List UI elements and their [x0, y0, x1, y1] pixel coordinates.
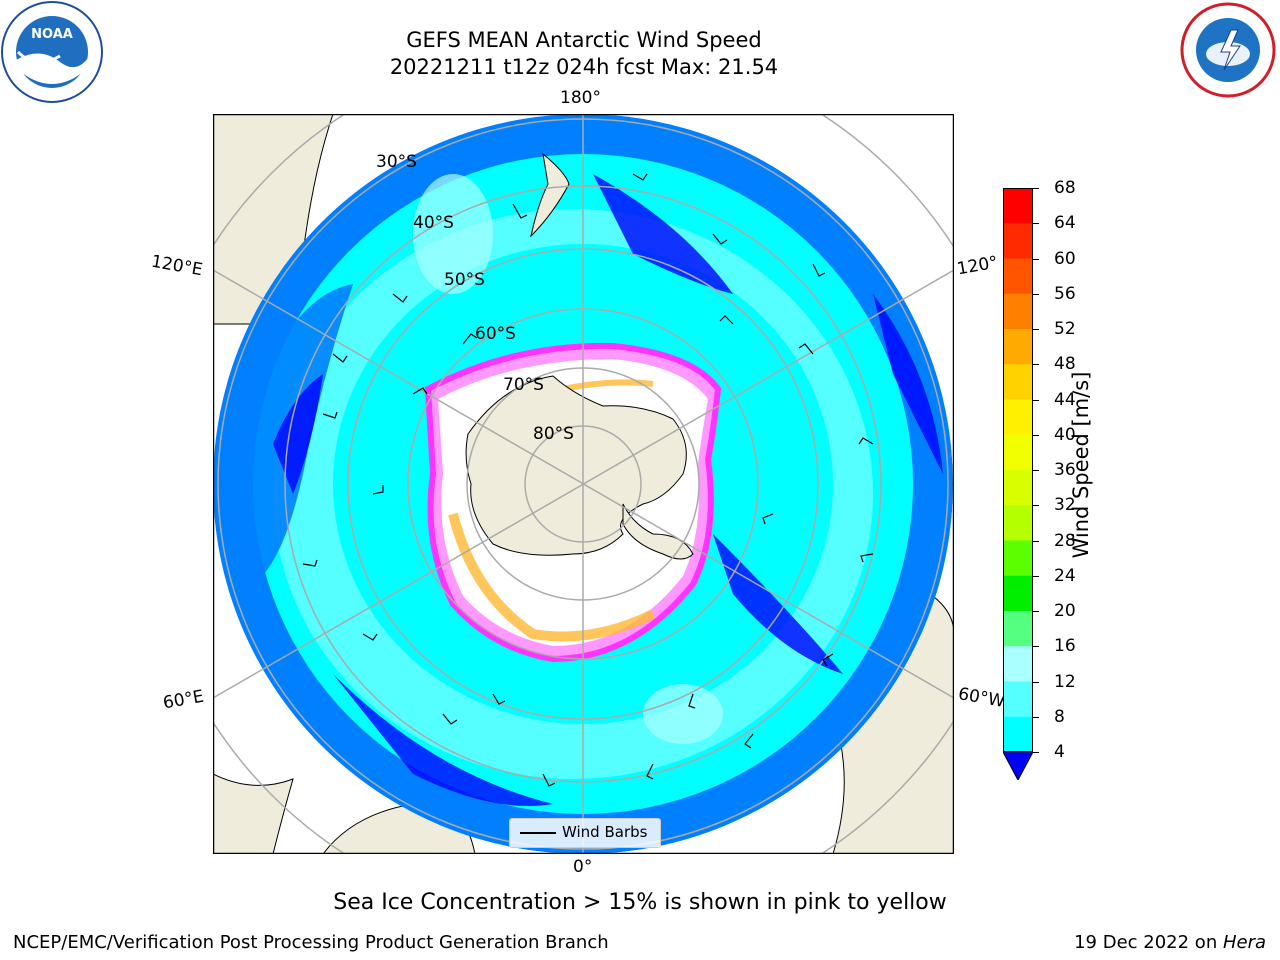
colorbar-tick-label: 32: [1054, 495, 1076, 516]
colorbar-title: Wind Speed [m/s]: [1069, 371, 1093, 559]
lat-label-70s: 70°S: [503, 375, 544, 395]
colorbar-tick-mark: [1033, 293, 1039, 295]
colorbar-tick-mark: [1033, 681, 1039, 683]
footer-date: 19 Dec 2022 on Hera: [1074, 932, 1266, 953]
colorbar-band: [1003, 223, 1033, 259]
noaa-logo: NOAA: [1, 1, 103, 103]
colorbar-tick-label: 44: [1054, 389, 1076, 410]
lat-label-30s: 30°S: [376, 152, 417, 172]
colorbar-band: [1003, 540, 1033, 577]
colorbar-band: [1003, 716, 1033, 752]
colorbar-tick-label: 16: [1054, 636, 1076, 657]
colorbar-tick-mark: [1033, 752, 1039, 753]
wind-barb-legend-label: Wind Barbs: [562, 823, 648, 841]
colorbar-tick-mark: [1033, 611, 1039, 612]
lon-label-60w: 60°W: [956, 684, 1007, 712]
colorbar-tick-label: 48: [1054, 354, 1076, 375]
colorbar-tick-mark: [1033, 364, 1039, 366]
footer-host: Hera: [1222, 932, 1266, 953]
colorbar-tick-mark: [1033, 223, 1039, 225]
colorbar-band: [1003, 470, 1033, 506]
colorbar-tick-label: 24: [1054, 565, 1076, 586]
lat-label-40s: 40°S: [413, 213, 454, 233]
colorbar-band: [1003, 329, 1033, 365]
colorbar-tick-mark: [1033, 470, 1039, 471]
colorbar-tick-mark: [1033, 505, 1039, 507]
colorbar-band: [1003, 258, 1033, 295]
chart-title: GEFS MEAN Antarctic Wind Speed: [406, 28, 762, 52]
footer-date-text: 19 Dec 2022 on: [1074, 932, 1223, 953]
nws-logo: [1180, 2, 1276, 98]
colorbar-tick-mark: [1033, 258, 1039, 260]
colorbar-band: [1003, 611, 1033, 647]
colorbar-band: [1003, 188, 1033, 224]
chart-subtitle: 20221211 t12z 024h fcst Max: 21.54: [389, 55, 779, 79]
footer-producer: NCEP/EMC/Verification Post Processing Pr…: [13, 932, 609, 953]
colorbar-tick-mark: [1033, 434, 1039, 436]
colorbar-tick-label: 8: [1054, 706, 1065, 727]
colorbar-tick-label: 60: [1054, 248, 1076, 269]
svg-text:NOAA: NOAA: [31, 27, 73, 42]
colorbar-band: [1003, 575, 1033, 612]
colorbar-under-arrow: [1002, 751, 1034, 784]
colorbar-tick-label: 12: [1054, 671, 1076, 692]
sea-ice-note: Sea Ice Concentration > 15% is shown in …: [333, 890, 947, 915]
wind-barb-legend-line: [520, 832, 556, 834]
colorbar-tick-mark: [1033, 716, 1039, 718]
colorbar-tick-label: 28: [1054, 530, 1076, 551]
wind-speed-colorbar: [1003, 188, 1033, 752]
colorbar-band: [1003, 646, 1033, 682]
colorbar-tick-label: 4: [1054, 742, 1065, 762]
lon-label-120e: 120°E: [149, 251, 205, 281]
colorbar-tick-mark: [1033, 329, 1039, 330]
colorbar-tick-label: 40: [1054, 424, 1076, 445]
lat-label-50s: 50°S: [444, 270, 485, 290]
colorbar-band: [1003, 434, 1033, 471]
colorbar-tick-label: 20: [1054, 601, 1076, 621]
colorbar-band: [1003, 399, 1033, 436]
lon-label-180: 180°: [560, 88, 601, 108]
colorbar-tick-mark: [1033, 188, 1039, 189]
colorbar-band: [1003, 505, 1033, 541]
colorbar-tick-label: 52: [1054, 319, 1076, 339]
lon-label-60e: 60°E: [161, 686, 206, 714]
lat-label-60s: 60°S: [475, 324, 516, 344]
colorbar-tick-mark: [1033, 575, 1039, 577]
colorbar-tick-label: 36: [1054, 460, 1076, 480]
colorbar-tick-mark: [1033, 540, 1039, 542]
lon-label-120w: 120°: [955, 252, 1000, 280]
lon-label-0: 0°: [573, 857, 593, 877]
colorbar-tick-label: 64: [1054, 213, 1076, 234]
map-legend: Wind Barbs: [509, 818, 661, 848]
colorbar-tick-mark: [1033, 399, 1039, 401]
antarctic-map: [213, 114, 954, 854]
colorbar-band: [1003, 293, 1033, 330]
colorbar-band: [1003, 364, 1033, 400]
colorbar-band: [1003, 681, 1033, 718]
colorbar-tick-label: 56: [1054, 283, 1076, 304]
colorbar-tick-label: 68: [1054, 178, 1076, 198]
colorbar-tick-mark: [1033, 646, 1039, 648]
lat-label-80s: 80°S: [533, 424, 574, 444]
